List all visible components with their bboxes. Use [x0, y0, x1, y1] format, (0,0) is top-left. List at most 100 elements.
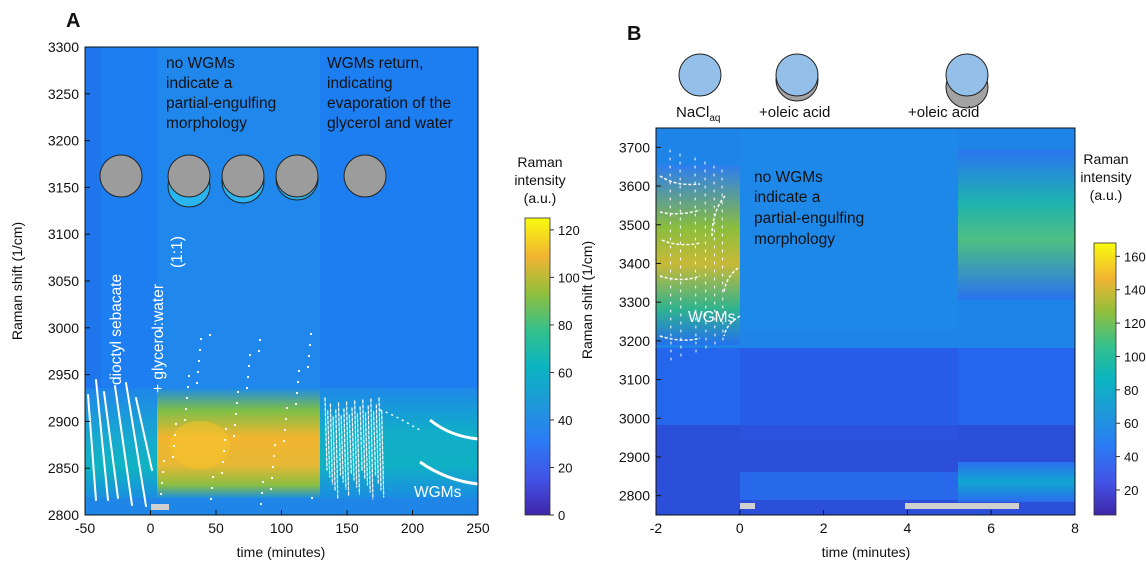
annotation-line: glycerol and water: [327, 115, 453, 132]
colorbar-tick-label: 20: [558, 460, 572, 475]
panel-a-label: A: [66, 10, 80, 32]
wgm-dot: [208, 333, 212, 337]
annotation-line: indicate a: [166, 75, 233, 92]
colorbar-ticks: 20 40 60 80 100 120 140 160: [1116, 249, 1146, 498]
x-tick-label: 0: [147, 520, 155, 536]
panel-a-axes: -50 0 50 100 150 200 250 2800 2850 2900 2950 3000 30…: [48, 39, 490, 536]
nacl-subscript: aq: [709, 113, 720, 124]
wgm-trace: [367, 405, 371, 493]
wgm-dot: [259, 502, 263, 506]
panel-a-nowgm-annotation: no WGMs indicate a partial-engulfing mor…: [166, 55, 276, 132]
panel-a: A no WGMs: [9, 10, 580, 560]
panel-b-oleic-label-2: +oleic acid: [908, 104, 979, 121]
wgm-trace: [364, 412, 369, 486]
wgm-dot: [282, 439, 286, 443]
wgm-dot: [246, 375, 250, 379]
x-tick-label: 50: [208, 520, 224, 536]
wgm-dot: [284, 417, 288, 421]
annotation-line: indicate a: [754, 189, 821, 206]
wgm-dot: [199, 337, 203, 341]
colorbar-tick-label: 60: [1124, 416, 1138, 431]
wgm-trace: [713, 165, 716, 349]
y-tick-label: 2950: [48, 367, 79, 383]
wgm-trace: [375, 404, 379, 484]
panel-b-mid-dark-region: [740, 330, 958, 440]
panel-b-nacl-label: NaClaq: [676, 104, 720, 124]
wgm-dot: [295, 391, 299, 395]
y-tick-label: 2850: [48, 460, 79, 476]
colorbar-tick-label: 100: [558, 270, 580, 285]
wgm-trace: [327, 410, 331, 478]
wgm-trace: [324, 397, 328, 471]
panel-a-dioctyl-label: dioctyl sebacate: [108, 274, 125, 385]
wgm-dot: [209, 497, 213, 501]
y-tick-label: 3100: [48, 226, 79, 242]
panel-a-glycerol-ratio-label: (1:1): [169, 236, 186, 268]
x-tick-label: 6: [987, 520, 995, 536]
panel-a-x-axis-label: time (minutes): [237, 544, 326, 560]
wgm-dot: [220, 471, 224, 475]
colorbar-gradient: [1093, 242, 1117, 516]
x-tick-label: 150: [335, 520, 359, 536]
wgm-dot: [198, 348, 202, 352]
wgm-dot: [174, 422, 178, 426]
wgm-dot: [294, 402, 298, 406]
wgm-trace: [335, 409, 339, 499]
wgm-trace: [332, 416, 336, 492]
wgm-dot: [159, 492, 163, 496]
colorbar-tick-label: 0: [558, 508, 565, 523]
wgm-dot: [162, 459, 166, 463]
wgm-trace: [348, 414, 352, 474]
colorbar-title: intensity: [1080, 169, 1131, 185]
panel-b-low-band-oleic-2: [958, 462, 1075, 502]
wgm-dot: [247, 364, 251, 368]
wgm-dot: [173, 433, 177, 437]
x-tick-label: 4: [904, 520, 912, 536]
wgm-dot: [171, 455, 175, 459]
panel-b-wgm-traces: [669, 149, 724, 361]
y-tick-label: 3250: [48, 86, 79, 102]
panel-b-wgm-brackets: [659, 175, 741, 341]
x-tick-label: -2: [650, 520, 663, 536]
annotation-line: partial-engulfing: [754, 210, 864, 227]
colorbar-ticks: 0 20 40 60 80 100 120: [550, 223, 580, 523]
panel-b-label: B: [627, 23, 641, 45]
wgm-dot: [210, 486, 214, 490]
y-tick-label: 3600: [619, 178, 650, 194]
colorbar-gradient: [524, 217, 551, 516]
wgm-dot: [222, 449, 226, 453]
colorbar-tick-label: 60: [558, 365, 572, 380]
wgm-trace: [329, 403, 333, 485]
droplet-engulf-1-oil: [167, 154, 211, 198]
wgm-dot: [306, 365, 310, 369]
colorbar-tick-label: 120: [1124, 316, 1146, 331]
y-tick-label: 2800: [48, 507, 79, 523]
wgm-trace: [669, 149, 672, 361]
droplet-engulf-2-oil: [221, 154, 265, 198]
colorbar-tick-label: 40: [558, 413, 572, 428]
panel-b-nowgm-annotation: no WGMs indicate a partial-engulfing mor…: [754, 169, 864, 248]
droplet-evaporated: [343, 154, 387, 198]
wgm-dot: [257, 349, 261, 353]
panel-a-wgm-traces: [87, 328, 385, 507]
panel-a-colorbar: Raman intensity (a.u.) 0 20 40 60 80 100 120: [514, 154, 579, 523]
x-tick-label: 200: [401, 520, 425, 536]
y-tick-label: 3500: [619, 217, 650, 233]
colorbar-tick-label: 100: [1124, 349, 1146, 364]
wgm-bracket: [659, 335, 701, 341]
panel-a-wgm-return-annotation: WGMs return, indicating evaporation of t…: [327, 55, 453, 132]
wgm-dot: [234, 412, 238, 416]
y-tick-label: 3200: [48, 133, 79, 149]
wgm-dot: [261, 480, 265, 484]
panel-b-x-axis-label: time (minutes): [822, 544, 911, 560]
panel-b-wgms-label: WGMs: [688, 309, 736, 326]
annotation-line: WGMs return,: [327, 55, 423, 72]
wgm-dot: [236, 390, 240, 394]
panel-b-axes: -2 0 2 4 6 8 2800 2900 3000 3100 3200 3300 3400 3500 3…: [619, 139, 1079, 536]
wgm-trace: [103, 391, 119, 499]
droplet-oil-only: [99, 154, 143, 198]
colorbar-tick-label: 140: [1124, 283, 1146, 298]
x-tick-label: 8: [1071, 520, 1079, 536]
wgm-bracket: [659, 175, 701, 186]
colorbar-tick-label: 40: [1124, 450, 1138, 465]
